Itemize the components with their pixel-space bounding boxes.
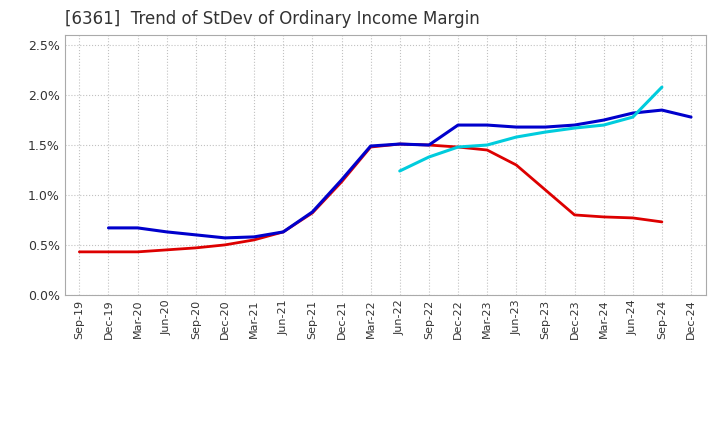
3 Years: [425, 143, 433, 148]
5 Years: [570, 122, 579, 128]
3 Years: [250, 237, 258, 242]
7 Years: [512, 134, 521, 139]
7 Years: [570, 125, 579, 131]
3 Years: [657, 219, 666, 224]
3 Years: [192, 245, 200, 250]
5 Years: [425, 143, 433, 148]
5 Years: [220, 235, 229, 241]
7 Years: [629, 114, 637, 120]
3 Years: [541, 187, 550, 193]
Line: 7 Years: 7 Years: [400, 87, 662, 171]
5 Years: [541, 125, 550, 130]
3 Years: [454, 144, 462, 150]
3 Years: [512, 162, 521, 168]
5 Years: [279, 229, 287, 235]
5 Years: [657, 107, 666, 113]
Legend: 3 Years, 5 Years, 7 Years, 10 Years: 3 Years, 5 Years, 7 Years, 10 Years: [183, 436, 588, 440]
3 Years: [279, 229, 287, 235]
5 Years: [104, 225, 113, 231]
5 Years: [192, 232, 200, 238]
5 Years: [250, 234, 258, 239]
3 Years: [163, 247, 171, 253]
5 Years: [133, 225, 142, 231]
5 Years: [308, 209, 317, 215]
3 Years: [104, 249, 113, 254]
5 Years: [337, 177, 346, 183]
5 Years: [163, 229, 171, 235]
3 Years: [366, 144, 375, 150]
3 Years: [337, 180, 346, 185]
Text: [6361]  Trend of StDev of Ordinary Income Margin: [6361] Trend of StDev of Ordinary Income…: [65, 10, 480, 28]
7 Years: [483, 143, 492, 148]
5 Years: [599, 117, 608, 123]
3 Years: [629, 215, 637, 220]
7 Years: [454, 144, 462, 150]
5 Years: [395, 141, 404, 147]
7 Years: [599, 122, 608, 128]
5 Years: [454, 122, 462, 128]
3 Years: [570, 212, 579, 217]
7 Years: [425, 154, 433, 160]
5 Years: [512, 125, 521, 130]
3 Years: [75, 249, 84, 254]
3 Years: [395, 141, 404, 147]
3 Years: [220, 242, 229, 248]
3 Years: [133, 249, 142, 254]
7 Years: [657, 84, 666, 90]
5 Years: [629, 110, 637, 116]
Line: 3 Years: 3 Years: [79, 144, 662, 252]
7 Years: [541, 129, 550, 135]
3 Years: [483, 147, 492, 153]
7 Years: [395, 169, 404, 174]
3 Years: [599, 214, 608, 220]
5 Years: [483, 122, 492, 128]
5 Years: [687, 114, 696, 120]
3 Years: [308, 210, 317, 216]
5 Years: [366, 143, 375, 149]
Line: 5 Years: 5 Years: [109, 110, 691, 238]
